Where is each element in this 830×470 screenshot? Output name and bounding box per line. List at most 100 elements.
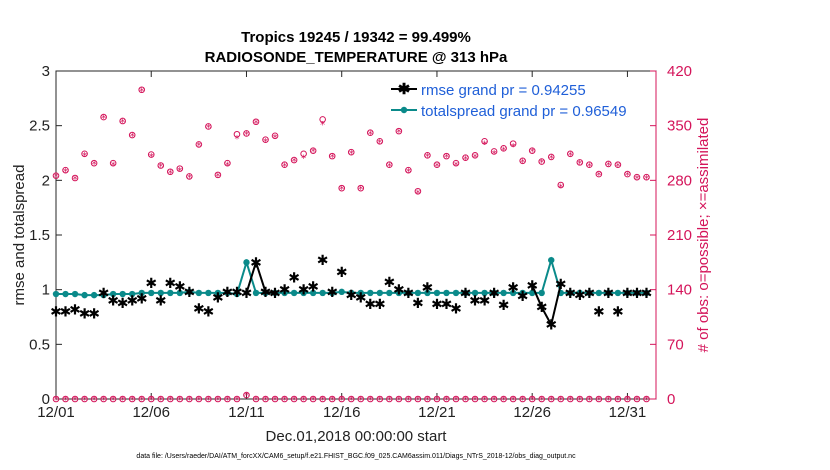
obs-assimilated-point: * [187,395,192,406]
obs-possible-point [176,165,184,172]
rmse-point: ✱ [631,286,643,302]
obs-possible-point [528,395,536,403]
obs-assimilated-point: * [63,395,68,406]
obs-possible-point [538,158,546,165]
obs-assimilated-point: * [330,395,335,406]
totalspread-point [405,289,412,297]
obs-assimilated-point: * [615,161,620,172]
x-tick-label: 12/21 [418,404,456,421]
obs-possible-point [595,395,603,403]
totalspread-point [395,289,403,297]
obs-assimilated-point: * [415,189,420,200]
obs-possible-point [81,150,88,158]
obs-assimilated-point: * [225,161,230,172]
rmse-point: ✱ [164,276,176,292]
y-tick-label-left: 1.5 [29,227,50,244]
obs-assimilated-point: * [168,395,173,406]
obs-possible-point [166,168,174,176]
obs-possible-point [452,159,460,167]
rmse-point: ✱ [126,294,138,310]
obs-assimilated-point: * [254,395,259,406]
obs-possible-point [214,395,222,403]
obs-possible-point [500,395,507,403]
data-file-footnote: data file: /Users/raeder/DAI/ATM_forcXX/… [136,453,576,460]
rmse-point: ✱ [298,283,310,299]
totalspread-series [52,256,650,299]
obs-possible-point [443,395,450,403]
obs-possible-point [338,184,346,192]
obs-possible-point [290,156,298,164]
obs-assimilated-point: * [82,395,87,406]
obs-possible-point [395,395,403,403]
obs-assimilated-point: * [282,161,287,172]
obs-possible-point [62,395,69,403]
obs-assimilated-point: * [358,185,363,196]
totalspread-point [443,289,450,297]
obs-possible-point [605,395,612,403]
rmse-point: ✱ [212,290,224,306]
rmse-point: ✱ [641,286,653,302]
obs-possible-point [195,141,203,148]
obs-assimilated-point: * [349,395,354,406]
obs-possible-point [271,132,279,140]
rmse-point: ✱ [450,301,462,317]
legend: ✱ rmse grand pr = 0.94255 totalspread gr… [386,77,651,123]
rmse-line [245,258,276,294]
totalspread-point [348,289,355,297]
obs-assimilated-point: * [254,118,259,129]
obs-possible-point [109,395,117,403]
obs-assimilated-point: * [434,395,439,406]
y-axis-label-right: # of obs: o=possible; ×=assimilated [695,118,712,353]
totalspread-point [138,289,145,297]
rmse-point: ✱ [593,305,605,321]
x-tick-label: 12/31 [609,404,647,421]
y-tick-label-right: 420 [667,63,692,80]
rmse-point: ✱ [564,286,576,302]
obs-possible-point [281,161,288,169]
rmse-point: ✱ [203,305,215,321]
obs-assimilated-point: * [444,153,449,164]
obs-possible-point [262,136,269,144]
totalspread-point [252,289,260,297]
plot-area [55,70,657,400]
obs-possible-point [128,395,136,403]
rmse-point: ✱ [469,294,481,310]
totalspread-point [90,291,98,299]
obs-assimilated-point: * [387,395,392,406]
obs-assimilated-point: * [587,395,592,406]
obs-possible-point [586,395,593,403]
obs-possible-point [433,395,441,403]
rmse-point: ✱ [269,286,281,302]
obs-assimilated-point: * [425,395,430,406]
obs-assimilated-point: * [311,395,316,406]
obs-possible-point [500,145,507,152]
obs-possible-point [595,170,603,178]
obs-possible-point [509,140,517,147]
obs-assimilated-point: * [196,395,201,406]
y-tick-label-left: 1 [42,282,50,299]
obs-assimilated-point: * [368,129,373,140]
obs-possible-point [405,166,412,174]
rmse-point: ✱ [79,307,91,323]
rmse-point: ✱ [412,296,424,312]
obs-possible-point [395,127,403,135]
obs-assimilated-point: * [120,395,125,406]
y-tick-label-right: 140 [667,282,692,299]
obs-assimilated-point: * [530,395,535,406]
obs-possible-point [319,395,326,403]
totalspread-point [414,289,422,297]
obs-possible-point [566,150,574,158]
rmse-point: ✱ [441,297,453,313]
obs-possible-point [271,395,279,403]
obs-assimilated-point: * [473,395,478,406]
obs-assimilated-point: * [149,152,154,163]
obs-assimilated-point: * [625,395,630,406]
obs-assimilated-point: * [215,395,220,406]
obs-possible-point [224,159,231,167]
rmse-point: ✱ [250,255,262,271]
obs-assimilated-point: * [615,395,620,406]
rmse-point: ✱ [574,288,586,304]
obs-possible-point [433,161,441,169]
totalspread-point [176,289,184,297]
obs-assimilated-point: * [301,395,306,406]
